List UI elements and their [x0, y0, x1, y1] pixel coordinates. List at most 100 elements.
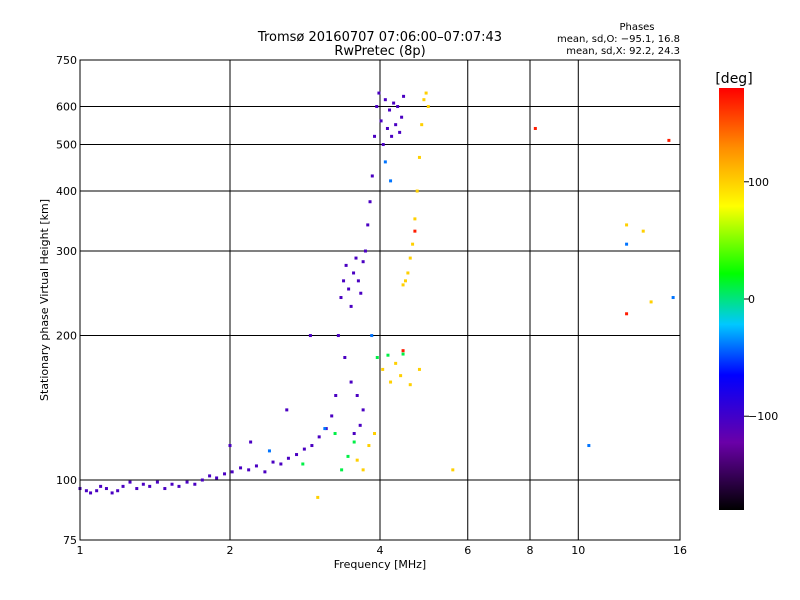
data-point	[354, 256, 358, 260]
data-point	[247, 468, 251, 472]
data-point	[649, 300, 653, 304]
x-tick-label: 2	[227, 544, 234, 557]
data-point	[388, 108, 392, 112]
data-point	[533, 126, 537, 130]
data-point	[451, 468, 455, 472]
data-point	[99, 484, 103, 488]
data-point	[373, 432, 377, 436]
data-point	[330, 414, 334, 418]
y-tick-label: 100	[56, 474, 77, 487]
data-point	[394, 123, 398, 127]
data-point	[411, 242, 415, 246]
data-point	[641, 229, 645, 233]
y-tick-label: 750	[56, 54, 77, 67]
y-axis-ticks: 75 100 200 300 400 500 600 750	[56, 54, 77, 547]
data-point	[286, 456, 290, 460]
data-point	[386, 353, 390, 357]
data-point	[363, 249, 367, 253]
data-point	[121, 484, 125, 488]
data-point	[400, 115, 404, 119]
data-point	[301, 462, 305, 466]
chart-title: Tromsø 20160707 07:06:00–07:07:43	[257, 30, 502, 45]
data-point	[347, 287, 351, 291]
data-point	[401, 352, 405, 356]
data-point	[417, 155, 421, 159]
data-point	[267, 449, 271, 453]
data-point	[394, 361, 398, 365]
data-point	[177, 484, 181, 488]
data-point	[415, 189, 419, 193]
data-point	[336, 334, 340, 338]
data-point	[375, 105, 379, 109]
data-point	[396, 105, 400, 109]
data-point	[408, 383, 412, 387]
colorbar-label: [deg]	[715, 71, 752, 87]
data-point	[379, 119, 383, 123]
data-point	[170, 482, 174, 486]
data-point	[334, 394, 338, 398]
data-point	[352, 432, 356, 436]
data-point	[279, 462, 283, 466]
x-tick-label: 8	[527, 544, 534, 557]
data-point	[352, 440, 356, 444]
data-point	[344, 263, 348, 267]
data-point	[110, 491, 114, 495]
data-point	[422, 98, 426, 102]
colorbar-tick-label: 0	[748, 293, 755, 306]
data-point	[389, 179, 393, 183]
data-point	[200, 478, 204, 482]
y-tick-label: 300	[56, 245, 77, 258]
stats-heading: Phases	[619, 22, 654, 33]
plot-frame	[79, 59, 681, 541]
data-point	[389, 380, 393, 384]
data-point	[343, 355, 347, 359]
data-point	[358, 423, 362, 427]
data-point	[116, 489, 120, 493]
data-point	[308, 334, 312, 338]
data-point	[128, 480, 132, 484]
data-point	[383, 98, 387, 102]
x-tick-label: 4	[377, 544, 384, 557]
data-point	[302, 447, 306, 451]
data-point	[84, 489, 88, 493]
data-point	[587, 444, 591, 448]
data-point	[377, 91, 381, 95]
data-point	[193, 482, 197, 486]
data-point	[349, 380, 353, 384]
data-point	[271, 460, 275, 464]
y-tick-label: 200	[56, 330, 77, 343]
data-point	[392, 101, 396, 105]
data-point	[383, 160, 387, 164]
y-tick-label: 500	[56, 139, 77, 152]
data-point	[317, 435, 321, 439]
data-point	[403, 279, 407, 283]
data-point	[361, 468, 365, 472]
data-point	[370, 174, 374, 178]
data-point	[368, 200, 372, 204]
data-point	[285, 408, 289, 412]
colorbar-ticks: −100 0 100	[744, 176, 778, 423]
data-points	[78, 91, 675, 499]
x-tick-label: 10	[571, 544, 585, 557]
data-point	[141, 482, 145, 486]
data-point	[263, 470, 267, 474]
data-point	[208, 474, 212, 478]
data-point	[381, 143, 385, 147]
data-point	[361, 260, 365, 264]
y-tick-label: 75	[63, 534, 77, 547]
data-point	[420, 123, 424, 127]
data-point	[381, 367, 385, 371]
data-point	[671, 296, 675, 300]
data-point	[228, 444, 232, 448]
x-tick-label: 1	[77, 544, 84, 557]
data-point	[352, 271, 356, 275]
data-point	[385, 126, 389, 130]
data-point	[185, 480, 189, 484]
data-point	[426, 105, 430, 109]
y-axis-label: Stationary phase Virtual Height [km]	[38, 199, 51, 401]
data-point	[398, 130, 402, 134]
data-point	[104, 487, 108, 491]
data-point	[239, 466, 243, 470]
data-point	[340, 468, 344, 472]
grid-lines	[80, 60, 680, 540]
